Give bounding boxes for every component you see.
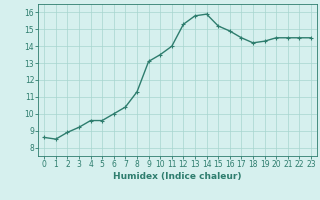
X-axis label: Humidex (Indice chaleur): Humidex (Indice chaleur) bbox=[113, 172, 242, 181]
